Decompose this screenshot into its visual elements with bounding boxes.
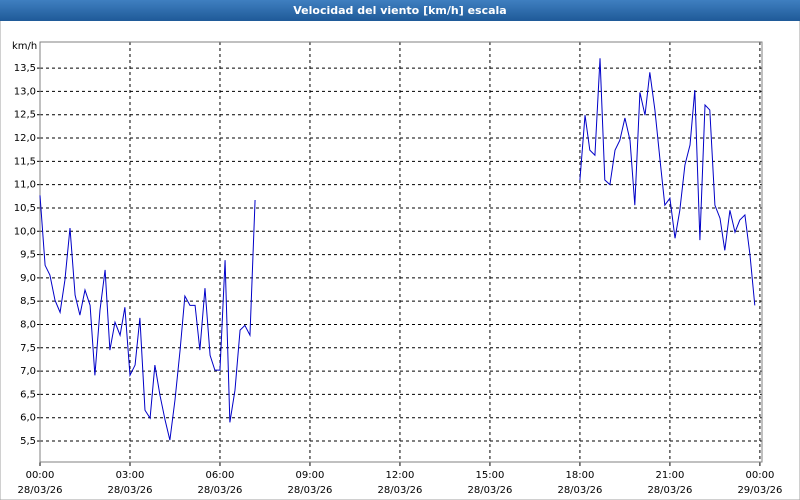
x-tick-label: 15:00 (476, 470, 505, 481)
data-line (39, 58, 756, 441)
y-tick-label: 6,0 (20, 413, 36, 424)
y-tick-label: 7,5 (20, 343, 36, 354)
y-tick-label: 13,5 (14, 63, 36, 74)
x-tick-label: 09:00 (296, 470, 325, 481)
y-tick-label: 11,0 (14, 180, 36, 191)
y-tick-label: 8,5 (20, 296, 36, 307)
x-tick-label: 00:00 (745, 470, 774, 481)
x-tick-date: 28/03/26 (557, 485, 602, 496)
x-tick-label: 12:00 (386, 470, 415, 481)
y-tick-label: 13,0 (14, 86, 36, 97)
x-tick-date: 29/03/26 (737, 485, 782, 496)
x-tick-date: 28/03/26 (108, 485, 153, 496)
y-tick-label: 10,0 (14, 226, 36, 237)
chart-title: Velocidad del viento [km/h] escala (293, 4, 506, 17)
x-tick-date: 28/03/26 (198, 485, 243, 496)
y-tick-label: 10,5 (14, 203, 36, 214)
y-axis-label: km/h (12, 41, 37, 52)
y-tick-label: 12,5 (14, 110, 36, 121)
x-tick-date: 28/03/26 (647, 485, 692, 496)
x-tick-label: 21:00 (655, 470, 684, 481)
x-tick-date: 28/03/26 (377, 485, 422, 496)
x-tick-label: 03:00 (116, 470, 145, 481)
y-tick-label: 8,0 (20, 319, 36, 330)
y-tick-label: 6,5 (20, 389, 36, 400)
x-tick-date: 28/03/26 (18, 485, 63, 496)
y-tick-label: 9,5 (20, 250, 36, 261)
x-tick-label: 18:00 (566, 470, 595, 481)
x-tick-date: 28/03/26 (467, 485, 512, 496)
x-tick-label: 06:00 (206, 470, 235, 481)
y-tick-label: 12,0 (14, 133, 36, 144)
y-tick-label: 11,5 (14, 156, 36, 167)
x-tick-label: 00:00 (26, 470, 55, 481)
x-tick-date: 28/03/26 (288, 485, 333, 496)
plot-border (39, 41, 763, 463)
y-tick-label: 5,5 (20, 436, 36, 447)
y-tick-label: 7,0 (20, 366, 36, 377)
title-bar (0, 0, 800, 21)
y-tick-label: 9,0 (20, 273, 36, 284)
